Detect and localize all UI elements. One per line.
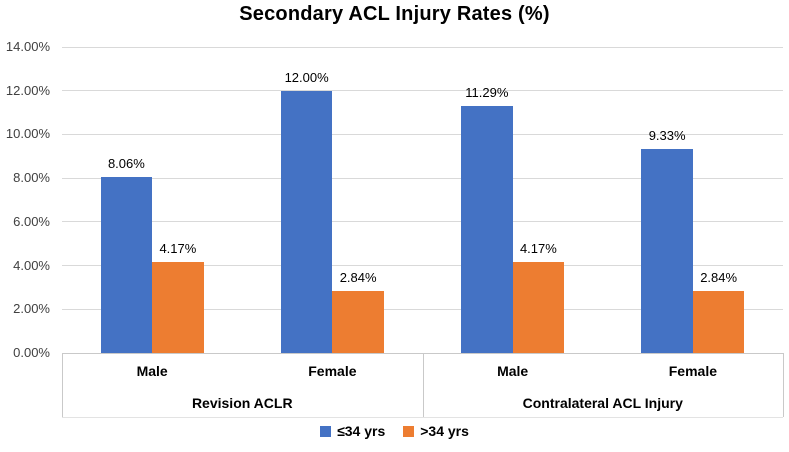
gridline: [62, 90, 783, 92]
legend-label: >34 yrs: [420, 423, 469, 439]
legend-swatch-icon: [320, 425, 332, 437]
chart-title: Secondary ACL Injury Rates (%): [239, 3, 550, 25]
y-tick-label: 0.00%: [13, 345, 50, 360]
category-label: Female: [308, 363, 357, 379]
category-label: Male: [136, 363, 168, 379]
bar-value-label: 4.17%: [159, 240, 197, 256]
category-box-bottom-border: [62, 417, 783, 418]
bar-value-label: 2.84%: [700, 269, 738, 285]
bar-value-label: 4.17%: [519, 240, 557, 256]
category-box-divider: [62, 353, 63, 417]
bar-value-label: 12.00%: [284, 69, 329, 85]
bar-orange: [332, 290, 384, 353]
bar-blue: [280, 90, 333, 353]
legend-item: ≤34 yrs: [320, 423, 385, 439]
category-box-divider: [783, 353, 784, 417]
bar-orange: [152, 261, 204, 353]
y-tick-label: 10.00%: [5, 126, 50, 142]
gridline: [62, 308, 783, 310]
bar-orange: [692, 290, 745, 353]
legend: ≤34 yrs >34 yrs: [0, 423, 789, 439]
gridline: [62, 221, 783, 223]
bar-value-label: 8.06%: [107, 155, 145, 171]
legend-swatch-icon: [403, 425, 415, 437]
y-tick-label: 6.00%: [13, 213, 50, 229]
y-tick-label: 8.00%: [13, 170, 50, 186]
legend-item: >34 yrs: [403, 423, 469, 439]
bar-value-label: 11.29%: [465, 85, 509, 101]
category-label: Male: [497, 363, 529, 379]
category-label: Female: [668, 363, 717, 379]
group-label: Contralateral ACL Injury: [522, 395, 683, 411]
bar-value-label: 9.33%: [648, 128, 686, 144]
y-tick-label: 2.00%: [13, 301, 50, 317]
gridline: [62, 46, 783, 48]
bar-value-label: 2.84%: [339, 269, 377, 285]
y-tick-label: 12.00%: [5, 82, 50, 98]
bar-orange: [512, 261, 565, 353]
gridline: [62, 265, 783, 267]
gridline: [62, 177, 783, 179]
group-label: Revision ACLR: [191, 395, 293, 411]
bar-blue: [100, 176, 153, 353]
category-box-divider: [422, 353, 424, 417]
bar-blue: [461, 106, 513, 353]
legend-label: ≤34 yrs: [337, 423, 386, 439]
y-tick-label: 4.00%: [13, 257, 50, 273]
y-tick-label: 14.00%: [5, 39, 50, 54]
gridline: [62, 133, 783, 135]
bar-blue: [641, 149, 693, 353]
